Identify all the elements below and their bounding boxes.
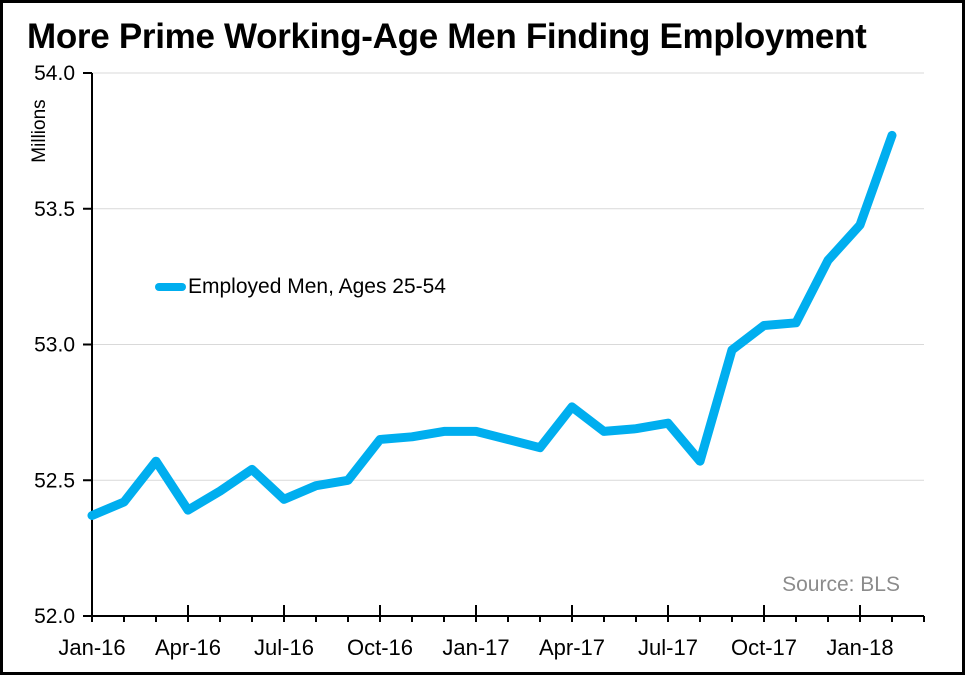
x-tick-label: Jan-16 [58,635,125,660]
y-tick-label: 53.0 [34,334,75,357]
source-note: Source: BLS [782,573,900,596]
chart-title: More Prime Working-Age Men Finding Emplo… [27,17,867,56]
legend: Employed Men, Ages 25-54 [155,275,446,299]
x-tick-label: Jul-17 [638,635,698,660]
employment-series-line [87,130,897,520]
y-tick-label: 52.5 [34,469,75,492]
legend-label: Employed Men, Ages 25-54 [188,275,446,298]
y-tick-label: 54.0 [34,62,75,85]
x-tick-label: Oct-16 [347,635,413,660]
y-tick-label: 52.0 [34,605,75,628]
x-tick-label: Jan-18 [826,635,893,660]
x-tick-label: Jan-17 [442,635,509,660]
legend-line-swatch [155,283,186,291]
x-tick-label: Jul-16 [254,635,314,660]
x-tick-label: Apr-16 [155,635,221,660]
y-tick-label: 53.5 [34,198,75,221]
x-tick-label: Oct-17 [731,635,797,660]
x-tick-label: Apr-17 [539,635,605,660]
